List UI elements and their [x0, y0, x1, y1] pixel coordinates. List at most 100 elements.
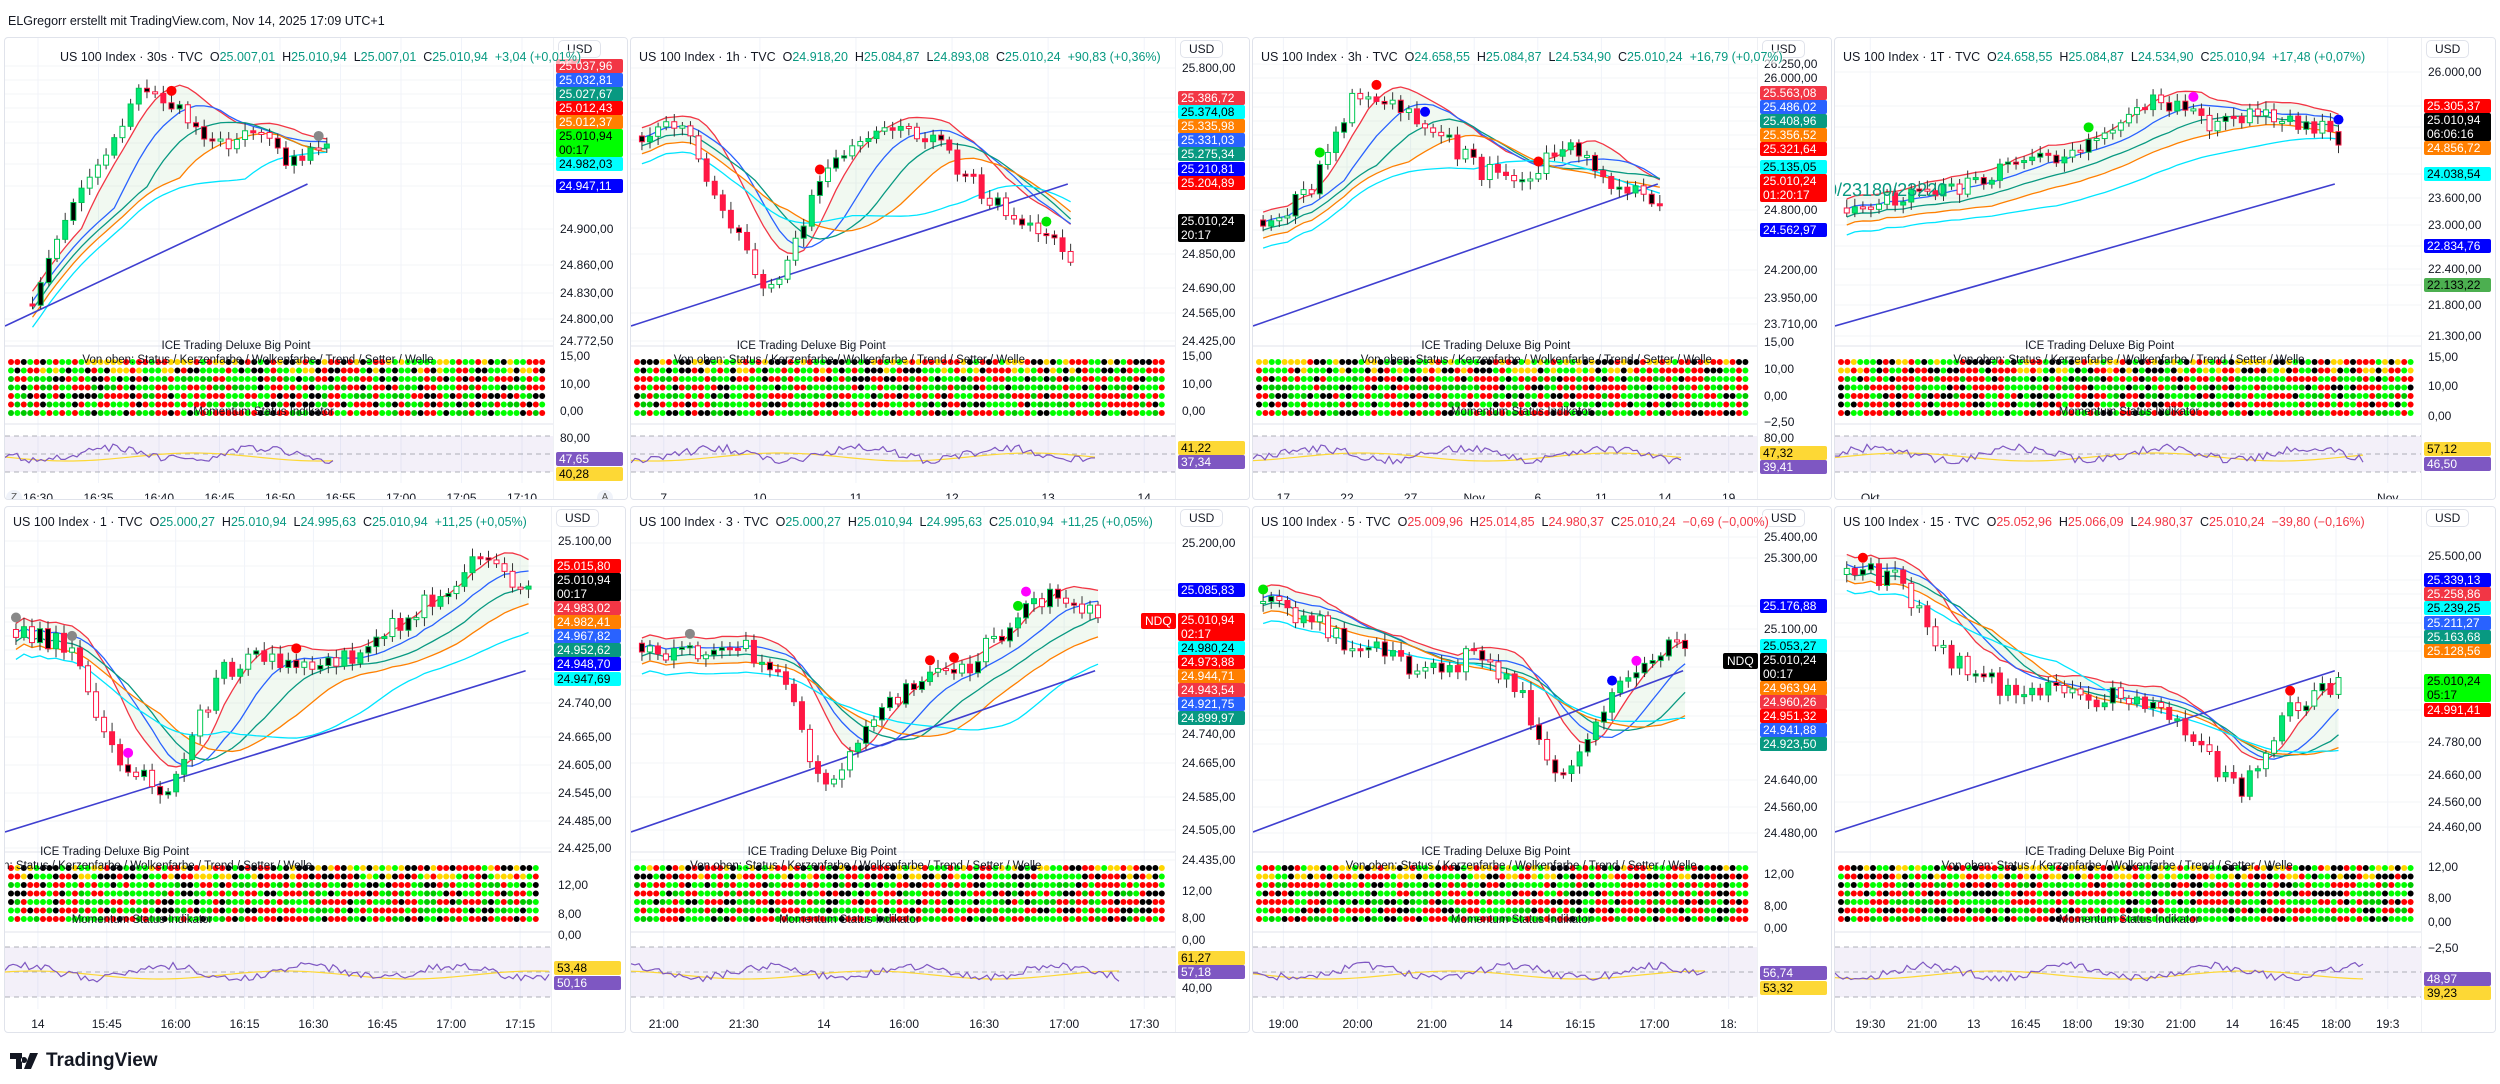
- chart-panel[interactable]: US 100 Index · 5 · TVC O25.009,96 H25.01…: [1252, 506, 1832, 1033]
- price-tag-value: 25.356,52: [1763, 128, 1817, 142]
- indicator-dot: [20, 359, 27, 365]
- currency-button[interactable]: USD: [2426, 40, 2470, 58]
- indicator-dot: [1416, 890, 1422, 897]
- price-tag-value: 25.010,94: [557, 573, 611, 587]
- chart-panel[interactable]: US 100 Index · 30s · TVC O25.007,01 H25.…: [4, 37, 628, 500]
- indicator-dot: [360, 916, 366, 922]
- chart-plot[interactable]: [5, 507, 553, 1033]
- indicator-dot: [2266, 384, 2273, 391]
- indicator-dot: [1505, 384, 1512, 391]
- indicator-dot: [276, 359, 283, 365]
- indicator-dot: [1940, 401, 1947, 408]
- candle: [2271, 103, 2278, 128]
- indicator-dot: [1684, 410, 1691, 416]
- indicator-dot: [264, 907, 270, 914]
- currency-button[interactable]: USD: [1180, 509, 1224, 527]
- indicator-dot: [270, 916, 277, 922]
- indicator-dot: [1608, 899, 1614, 905]
- indicator-dot: [2100, 384, 2107, 391]
- indicator-dot: [97, 376, 104, 382]
- auto-scale-button[interactable]: A: [597, 490, 613, 499]
- chart-plot[interactable]: [1253, 507, 1759, 1033]
- indicator-dot: [2119, 410, 2126, 416]
- indicator-dot: [1441, 384, 1448, 391]
- indicator-dot: [40, 890, 46, 897]
- ohlc-label: H: [2052, 50, 2069, 64]
- price-axis[interactable]: USD 25.200,00 25.085,83 25.010,94 02:17 24.98…: [1175, 507, 1249, 1032]
- indicator-dot: [915, 359, 922, 365]
- indicator-dot: [174, 393, 181, 399]
- price-tag-value: 22.834,76: [2427, 239, 2481, 253]
- indicator-dot: [1294, 367, 1301, 374]
- signal-marker: [1013, 600, 1024, 611]
- chart-panel[interactable]: US 100 Index · 3h · TVC O24.658,55 H25.0…: [1252, 37, 1832, 500]
- indicator-dot: [347, 410, 354, 416]
- indicator-dot: [276, 890, 283, 897]
- indicator-dot: [2222, 393, 2228, 399]
- price-axis[interactable]: USD 26.250,00 26.000,00 25.563,08 25.486,02 2…: [1757, 38, 1831, 499]
- indicator-dot: [2343, 367, 2350, 374]
- indicator-dot: [46, 899, 53, 905]
- price-axis[interactable]: USD 25.800,00 25.386,72 25.374,08 25.335,98 2…: [1175, 38, 1249, 499]
- indicator-dot: [59, 367, 66, 374]
- indicator-dot: [33, 384, 40, 391]
- indicator-dot: [72, 873, 78, 880]
- indicator-dot: [456, 916, 462, 922]
- indicator-dot: [1114, 873, 1120, 880]
- chart-panel[interactable]: US 100 Index · 1h · TVC O24.918,20 H25.0…: [630, 37, 1250, 500]
- indicator-dot: [2369, 367, 2376, 374]
- candle: [2061, 149, 2068, 172]
- indicator-dot: [200, 899, 206, 905]
- indicator-dot: [1024, 410, 1031, 416]
- indicator-dot: [174, 873, 181, 880]
- price-axis[interactable]: USD 25.100,00 25.015,80 25.010,94 00:17 24.98…: [551, 507, 625, 1032]
- indicator-dot: [966, 882, 973, 888]
- currency-button[interactable]: USD: [1180, 40, 1224, 58]
- indicator-dot: [91, 873, 98, 880]
- chart-plot[interactable]: [1835, 38, 2423, 500]
- indicator-dot: [2074, 393, 2081, 399]
- indicator-dot: [787, 401, 794, 408]
- indicator-dot: [123, 873, 130, 880]
- price-axis[interactable]: USD 25.037,96 25.032,81 25.027,67 25.012,43 2…: [553, 38, 627, 499]
- indicator-dot: [1371, 890, 1378, 897]
- indicator-dot: [1030, 899, 1037, 905]
- indicator-dot: [1518, 359, 1525, 365]
- indicator-dot: [1595, 376, 1602, 382]
- indicator-dot: [430, 890, 437, 897]
- indicator-dot: [1556, 376, 1563, 382]
- indicator-dot: [1275, 865, 1282, 871]
- indicator-dot: [91, 384, 98, 391]
- indicator-dot: [742, 376, 749, 382]
- chart-plot[interactable]: [631, 38, 1177, 500]
- indicator-dot: [922, 916, 928, 922]
- indicator-dot: [232, 873, 238, 880]
- indicator-dot: [794, 376, 800, 382]
- chart-panel[interactable]: US 100 Index · 1 · TVC O25.000,27 H25.01…: [4, 506, 626, 1033]
- price-axis[interactable]: USD 26.000,00 25.305,37 25.010,94 06:06:16 24…: [2421, 38, 2495, 499]
- indicator-dot: [960, 890, 967, 897]
- indicator-dot: [392, 359, 398, 365]
- indicator-dot: [2215, 384, 2222, 391]
- chart-panel[interactable]: US 100 Index · 3 · TVC O25.000,27 H25.01…: [630, 506, 1250, 1033]
- indicator-dot: [1908, 384, 1915, 391]
- indicator-dot: [494, 410, 501, 416]
- chart-panel[interactable]: US 100 Index · 1T · TVC O24.658,55 H25.0…: [1834, 37, 2496, 500]
- candle: [766, 658, 773, 678]
- indicator-dot: [1934, 359, 1940, 365]
- chart-plot[interactable]: [631, 507, 1177, 1033]
- chart-plot[interactable]: [5, 38, 555, 500]
- indicator-dot: [954, 376, 960, 382]
- indicator-dot: [1075, 376, 1082, 382]
- indicator-dot: [800, 367, 807, 374]
- indicator-dot: [1403, 384, 1410, 391]
- indicator-dot: [520, 865, 526, 871]
- indicator-dot: [129, 890, 136, 897]
- zoom-button[interactable]: Z: [6, 490, 22, 499]
- indicator-dot: [966, 890, 973, 897]
- indicator-dot: [1863, 384, 1870, 391]
- candle: [2093, 131, 2100, 150]
- chart-plot[interactable]: [1253, 38, 1759, 500]
- currency-button[interactable]: USD: [556, 509, 600, 527]
- indicator-dot: [1518, 873, 1525, 880]
